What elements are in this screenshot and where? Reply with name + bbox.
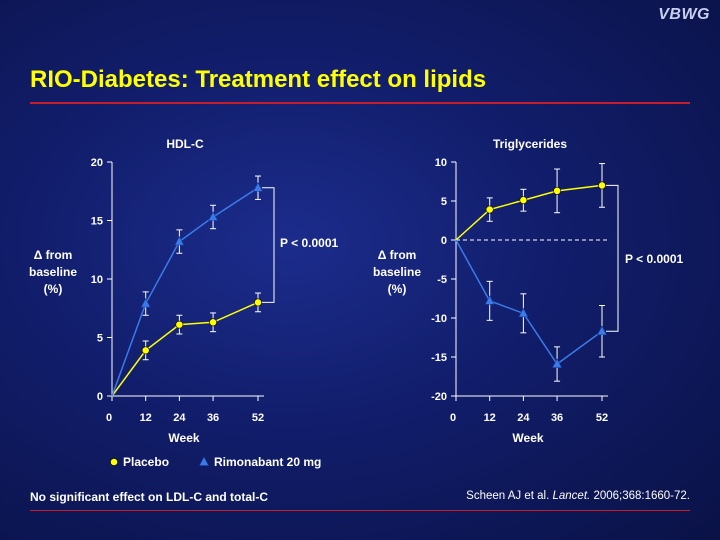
tg-y-tick-label: -20 [431,391,447,403]
hdl-p-value: P < 0.0001 [280,236,338,250]
tg-rimonabant-series-line [455,239,603,366]
tg-y-tick-label: 5 [441,196,447,208]
tg-x-tick-label: 36 [551,412,563,424]
tg-rimonabant-point [597,325,607,336]
tg-placebo-point [553,186,561,195]
tg-y-tick-label: 0 [441,235,447,247]
tg-y-tick-label: -10 [431,313,447,325]
legend-rimonabant-marker [199,456,209,466]
hdl-x-tick-label: 36 [207,412,219,424]
tg-y-tick-label: -15 [431,352,447,364]
citation: Scheen AJ et al. Lancet. 2006;368:1660-7… [466,490,690,502]
hdl-rimonabant-point [140,297,151,308]
legend-rimonabant-label: Rimonabant 20 mg [214,455,321,469]
footer-divider [30,510,690,511]
hdl-rimonabant-point [174,235,185,246]
citation-authors: Scheen AJ et al. [466,490,550,502]
tg-y-tick-label: 10 [435,157,447,169]
hdl-x-axis-title: Week [168,431,199,445]
legend-placebo-marker [110,458,118,466]
tg-significance-bracket [606,184,619,332]
citation-details: 2006;368:1660-72. [593,490,690,502]
tg-x-tick-label: 12 [484,412,496,424]
slide-title: RIO-Diabetes: Treatment effect on lipids [30,66,487,93]
hdl-x-tick-label: 24 [173,412,186,424]
tg-placebo-series-line [455,184,603,241]
tg-x-tick-label: 52 [596,412,608,424]
footnote: No significant effect on LDL-C and total… [30,490,268,504]
hdl-y-axis-title: baseline [29,265,77,279]
tg-rimonabant-point [552,358,563,368]
tg-y-axis-title: Δ from [378,248,417,262]
hdl-rimonabant-point [208,211,219,221]
tg-placebo-point [485,205,494,214]
hdl-placebo-point [175,320,184,329]
tg-y-axis-title: (%) [388,282,407,296]
title-divider [30,102,690,104]
hdl-placebo-point [209,318,217,327]
vbwg-logo: VBWG [658,6,710,23]
tg-placebo-point [519,196,528,205]
hdl-rimonabant-point [253,182,263,192]
tg-x-axis-title: Week [512,431,543,445]
hdl-y-tick-label: 0 [97,391,103,403]
hdl-y-tick-label: 5 [97,333,103,345]
tg-p-value: P < 0.0001 [625,252,683,266]
hdl-y-tick-label: 20 [91,157,103,169]
hdl-y-axis-title: (%) [44,282,63,296]
tg-x-tick-label: 24 [517,412,530,424]
tg-y-axis-title: baseline [373,265,421,279]
tg-rimonabant-point [484,295,495,305]
hdl-placebo-point [254,298,262,307]
hdl-x-tick-label: 52 [252,412,264,424]
tg-y-tick-label: -5 [437,274,447,286]
hdl-y-tick-label: 15 [91,216,103,228]
tg-x-tick-label: 0 [450,412,456,424]
hdl-rimonabant-series-line [111,187,259,397]
tg-panel-title: Triglycerides [493,137,567,151]
hdl-significance-bracket [262,187,275,303]
hdl-y-axis-title: Δ from [34,248,73,262]
legend-placebo-label: Placebo [123,455,169,469]
citation-journal: Lancet. [552,490,591,502]
hdl-x-tick-label: 0 [106,412,112,424]
hdl-panel-title: HDL-C [166,137,204,151]
tg-rimonabant-point [518,307,529,318]
tg-placebo-point [598,181,606,190]
hdl-y-tick-label: 10 [91,274,103,286]
hdl-placebo-series-line [111,301,259,397]
hdl-x-tick-label: 12 [140,412,152,424]
hdl-placebo-point [141,346,150,355]
